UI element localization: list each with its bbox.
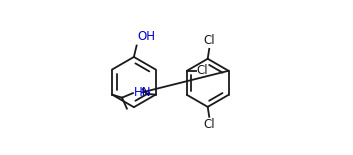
Text: Cl: Cl (197, 64, 208, 77)
Text: Cl: Cl (203, 34, 215, 47)
Text: OH: OH (137, 30, 155, 43)
Text: HN: HN (134, 86, 151, 99)
Text: Cl: Cl (203, 118, 215, 131)
